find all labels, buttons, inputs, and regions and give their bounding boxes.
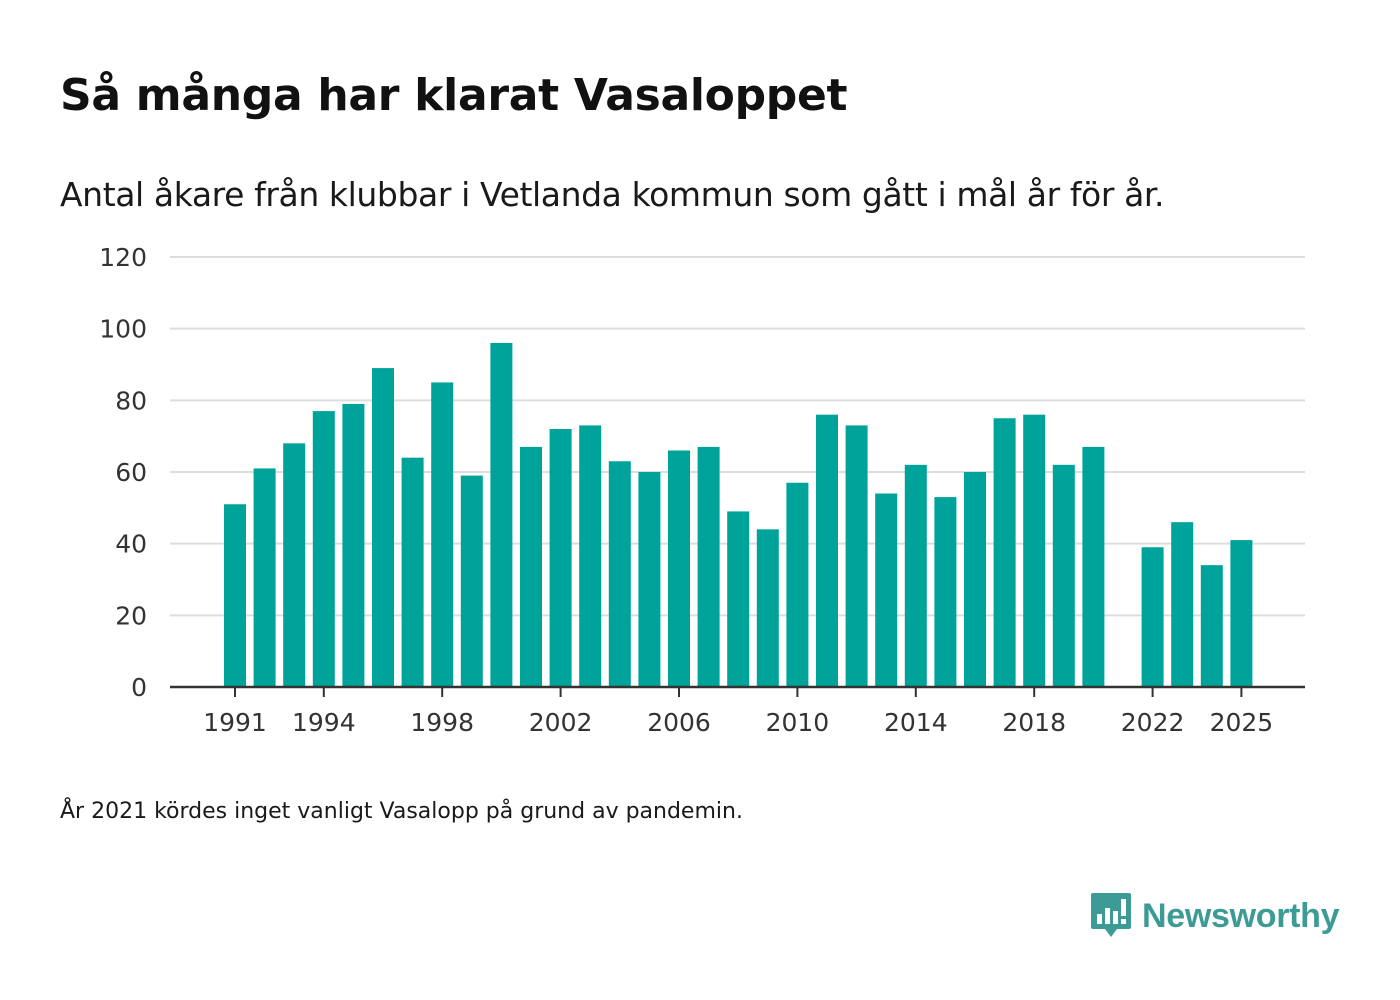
bar-chart: 0 20 40 60 80 100 120 1991 1994 1998 2002 2006 2010…	[99, 243, 1305, 737]
x-tick-label: 2025	[1210, 708, 1274, 737]
y-tick-label: 20	[115, 601, 147, 630]
brand-name: Newsworthy	[1142, 896, 1340, 935]
y-tick-label: 0	[131, 673, 147, 702]
y-tick-label: 60	[115, 458, 147, 487]
y-tick-label: 40	[115, 530, 147, 559]
bar-2025	[1230, 540, 1253, 687]
x-tick-label: 2002	[529, 708, 593, 737]
bar-2012	[845, 425, 868, 687]
bar-2013	[875, 493, 898, 687]
bar-2016	[964, 472, 986, 687]
bar-2010	[786, 482, 809, 687]
bar-2004	[608, 461, 631, 687]
x-axis-labels: 1991 1994 1998 2002 2006 2010 2014 2018 2022 2025	[203, 708, 1273, 737]
chart-subtitle: Antal åkare från klubbar i Vetlanda komm…	[60, 175, 1165, 214]
x-axis	[170, 685, 1305, 697]
bar-2002	[549, 429, 572, 687]
x-tick-label: 2022	[1121, 708, 1185, 737]
bar-1999	[460, 475, 483, 687]
bar-2008	[727, 511, 750, 687]
bar-2009	[756, 529, 779, 687]
x-tick-label: 1991	[203, 708, 267, 737]
bar-2000	[490, 343, 513, 687]
y-axis-labels: 0 20 40 60 80 100 120	[99, 243, 147, 702]
chart-title: Så många har klarat Vasaloppet	[60, 70, 848, 121]
bar-2014	[904, 464, 927, 687]
bar-1991	[224, 504, 246, 687]
bar-2024	[1200, 565, 1223, 687]
bar-2007	[697, 446, 720, 687]
bar-2015	[934, 497, 957, 687]
x-tick-label: 2014	[884, 708, 948, 737]
bar-1998	[431, 382, 454, 687]
bar-1995	[342, 403, 365, 687]
bar-1993	[283, 443, 306, 687]
y-tick-label: 120	[99, 243, 147, 272]
x-tick-label: 1998	[410, 708, 474, 737]
x-tick-label: 2006	[647, 708, 711, 737]
bar-1996	[372, 368, 394, 687]
x-tick-label: 2018	[1002, 708, 1066, 737]
newsworthy-logo-icon	[1091, 893, 1131, 937]
bar-1992	[253, 468, 276, 687]
y-tick-label: 80	[115, 386, 147, 415]
bar-1997	[401, 457, 424, 687]
bar-2019	[1052, 464, 1075, 687]
bar-2001	[520, 446, 542, 687]
bar-1994	[312, 411, 335, 687]
bar-2018	[1023, 414, 1046, 687]
bars	[224, 343, 1253, 687]
x-tick-label: 1994	[292, 708, 356, 737]
bar-2017	[993, 418, 1016, 687]
bar-2006	[668, 450, 690, 687]
footnote: År 2021 kördes inget vanligt Vasalopp på…	[60, 799, 743, 824]
brand-logo: Newsworthy	[1090, 892, 1340, 940]
x-tick-label: 2010	[766, 708, 830, 737]
bar-2003	[579, 425, 602, 687]
bar-2011	[816, 414, 838, 687]
bar-2020	[1082, 446, 1105, 687]
bar-2022	[1141, 547, 1164, 687]
bar-2023	[1171, 522, 1194, 687]
y-tick-label: 100	[99, 315, 147, 344]
bar-2005	[638, 472, 661, 687]
